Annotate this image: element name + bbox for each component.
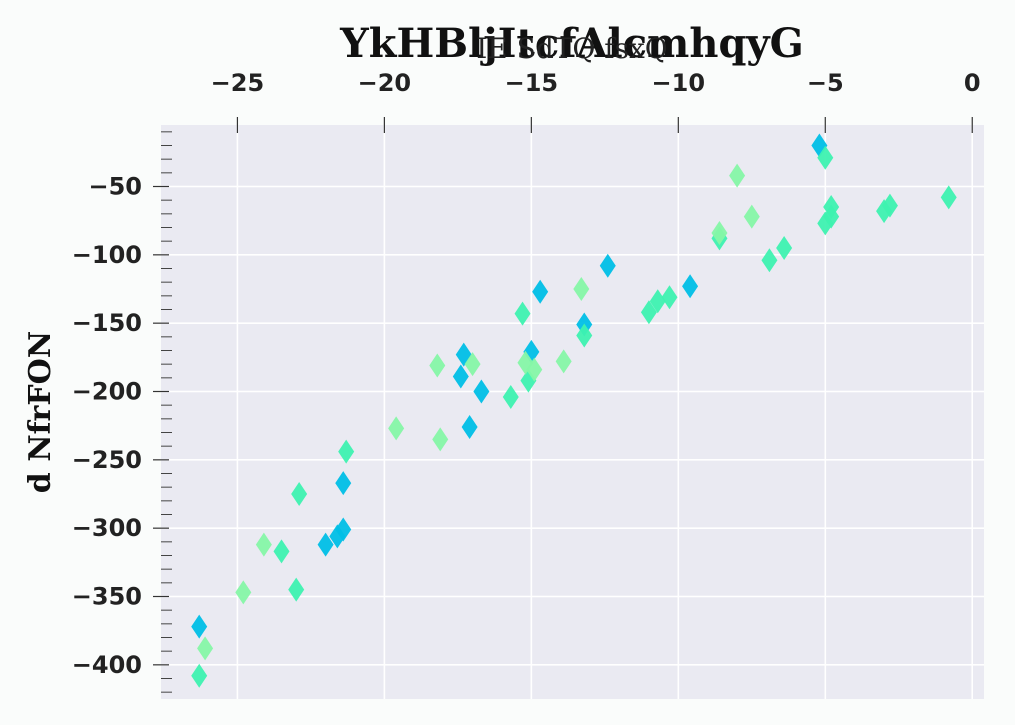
scatter-point — [464, 352, 481, 377]
x-tick-label: −20 — [358, 69, 412, 97]
scatter-point — [876, 199, 893, 224]
scatter-point — [255, 532, 272, 557]
scatter-point — [191, 614, 208, 639]
scatter-point — [526, 357, 543, 382]
grid-lines — [161, 125, 984, 699]
scatter-point — [338, 439, 355, 464]
scatter-point — [388, 416, 405, 441]
scatter-point — [573, 277, 590, 301]
scatter-point — [329, 524, 346, 549]
scatter-point — [432, 427, 449, 452]
x-tick-label: −10 — [652, 69, 706, 97]
y-tick-label: −100 — [72, 241, 142, 269]
chart-title: YkHBljItcfAlcmhqyG — [339, 20, 804, 67]
scatter-point — [317, 532, 334, 557]
scatter-point — [291, 482, 308, 506]
y-tick-label: −150 — [72, 309, 142, 337]
scatter-point — [514, 301, 531, 326]
scatter-point — [532, 279, 549, 304]
scatter-point — [776, 236, 793, 260]
scatter-point — [235, 580, 252, 605]
y-tick-label: −350 — [72, 583, 142, 611]
scatter-point — [288, 577, 305, 602]
x-axis-label: IE SdTQ fsxQ — [476, 32, 668, 65]
scatter-point — [640, 300, 657, 325]
scatter-point — [576, 323, 593, 348]
scatter-point — [817, 145, 834, 170]
scatter-point — [682, 274, 699, 299]
y-tick-label: −250 — [72, 446, 142, 474]
scatter-point — [729, 163, 746, 188]
scatter-point — [940, 185, 957, 210]
plot-area — [161, 125, 984, 699]
scatter-point — [761, 248, 778, 273]
x-tick-label: 0 — [964, 69, 981, 97]
scatter-point — [197, 636, 214, 661]
data-points — [191, 133, 957, 688]
axis-ticks — [153, 117, 973, 693]
y-tick-label: −300 — [72, 514, 142, 542]
scatter-point — [743, 204, 760, 229]
scatter-point — [817, 211, 834, 236]
x-tick-label: −25 — [211, 69, 265, 97]
scatter-point — [555, 349, 572, 374]
tick-labels: −25 −20 −15 −10 −5 0−50−100−150−200−250−300−3… — [72, 69, 981, 679]
x-tick-label: −5 — [807, 69, 844, 97]
scatter-point — [429, 353, 446, 378]
scatter-point — [461, 415, 478, 440]
scatter-point — [502, 384, 519, 409]
y-tick-label: −200 — [72, 378, 142, 406]
scatter-point — [335, 471, 352, 496]
scatter-point — [711, 220, 728, 245]
scatter-point — [649, 289, 666, 314]
y-tick-label: −400 — [72, 651, 142, 679]
scatter-point — [191, 663, 208, 688]
scatter-point — [599, 253, 616, 278]
x-tick-label: −15 — [505, 69, 559, 97]
scatter-point — [273, 539, 290, 564]
scatter-point — [473, 379, 490, 404]
scatter-point — [661, 285, 678, 310]
scatter-point — [452, 364, 469, 389]
y-tick-label: −50 — [88, 173, 142, 201]
y-axis-label: d NfrFON — [23, 331, 58, 493]
